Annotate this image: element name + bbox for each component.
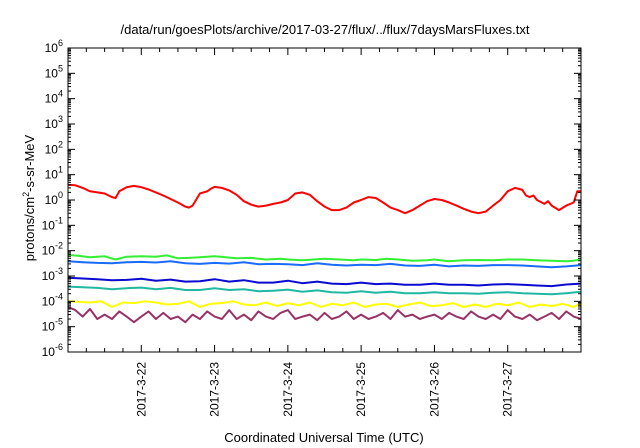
y-tick-label: 101 [45,165,63,182]
series-line-6 [67,300,582,308]
x-tick-label: 2017-3-25 [354,362,368,417]
plot-frame [67,47,582,353]
x-tick-label: 2017-3-22 [134,362,148,417]
x-tick-label: 2017-3-23 [208,362,222,417]
series-layer [67,183,582,324]
y-tick-label: 106 [45,38,63,55]
y-tick-label: 103 [45,114,63,131]
y-tick-label: 102 [45,139,63,156]
y-tick-label: 10-2 [42,241,63,258]
x-tick-label: 2017-3-26 [427,362,441,417]
series-line-7 [67,306,582,324]
y-axis-title: protons/cm2-s-sr-MeV [21,134,37,261]
series-line-4 [67,276,582,288]
x-axis-title: Coordinated Universal Time (UTC) [224,430,423,445]
series-line-2 [67,253,582,263]
axis-layer: 10-6 10-5 10-4 10-3 10-2 10-1 100 101 102 103 104 1… [42,38,581,417]
series-line-3 [67,260,582,269]
y-tick-label: 10-6 [42,342,63,359]
y-tick-label: 10-3 [42,266,63,283]
x-tick-label: 2017-3-27 [501,362,515,417]
y-tick-label: 10-5 [42,317,63,334]
y-tick-label: 100 [45,190,63,207]
y-tick-label: 105 [45,63,63,80]
series-line-1 [67,183,581,215]
chart-title: /data/run/goesPlots/archive/2017-03-27/f… [121,22,530,37]
y-tick-label: 10-1 [42,215,63,232]
y-tick-label: 104 [45,89,63,106]
y-tick-label: 10-4 [42,291,63,308]
series-line-5 [67,285,582,296]
x-tick-label: 2017-3-24 [281,362,295,417]
